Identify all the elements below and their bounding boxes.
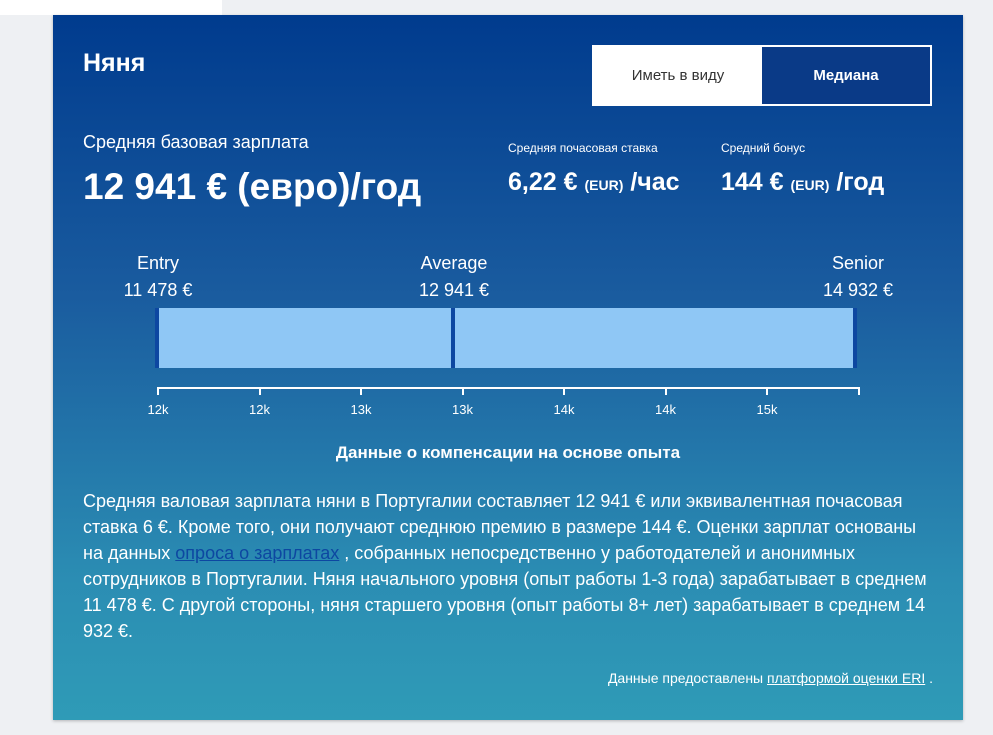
toggle-median-option[interactable]: Медиана	[762, 47, 930, 104]
average-marker	[451, 308, 455, 368]
bonus-amount: 144 €	[721, 168, 784, 196]
salary-survey-link[interactable]: опроса о зарплатах	[175, 543, 340, 563]
salary-range-bar	[155, 308, 857, 368]
senior-label: Senior	[831, 253, 885, 273]
x-axis-tick-label: 13k	[452, 402, 473, 417]
x-axis-tick	[157, 387, 159, 395]
hourly-amount: 6,22 €	[508, 168, 578, 196]
x-axis-tick	[858, 387, 860, 395]
x-axis-tick	[563, 387, 565, 395]
base-salary-label: Средняя базовая зарплата	[83, 132, 309, 152]
entry-label: Entry	[136, 253, 179, 273]
mean-median-toggle: Иметь в виду Медиана	[592, 45, 932, 106]
entry-level: Entry 11 478 €	[88, 250, 228, 304]
bonus-label: Средний бонус	[721, 141, 806, 155]
base-salary-value: 12 941 € (евро)/год	[83, 166, 422, 207]
x-axis-tick-label: 14k	[553, 402, 575, 417]
bonus-suffix: /год	[836, 168, 885, 196]
x-axis-tick-label: 15k	[756, 402, 778, 417]
top-strip	[0, 0, 222, 15]
x-axis-tick	[664, 387, 667, 395]
salary-card: Няня Иметь в виду Медиана Средняя базова…	[53, 15, 963, 720]
x-axis-tick-label: 13k	[350, 402, 372, 417]
x-axis-tick-label: 14k	[655, 402, 676, 417]
description-part1: Средняя валовая зарплата няни в Португал…	[83, 491, 917, 563]
average-value: 12 941 €	[418, 280, 490, 300]
hourly-unit: (EUR)	[584, 177, 624, 193]
entry-value: 11 478 €	[123, 280, 193, 300]
data-credit: Данные предоставлены платформой оценки E…	[608, 670, 933, 686]
average-label: Average	[420, 253, 488, 273]
hourly-rate-label: Средняя почасовая ставка	[508, 141, 658, 155]
x-axis-tick	[258, 387, 261, 395]
x-axis-line	[158, 387, 859, 389]
hourly-rate-value: 6,22 € (EUR) /час	[508, 168, 680, 197]
x-axis-tick	[360, 387, 362, 395]
senior-value: 14 932 €	[822, 280, 894, 300]
credit-suffix: .	[925, 670, 933, 686]
x-axis-tick-label: 12k	[147, 402, 169, 417]
compensation-heading: Данные о компенсации на основе опыта	[335, 443, 681, 462]
x-axis-tick-label: 12k	[249, 402, 270, 417]
hourly-suffix: /час	[630, 168, 680, 196]
x-axis-tick	[766, 387, 768, 395]
eri-platform-link[interactable]: платформой оценки ERI	[767, 670, 926, 686]
senior-level: Senior 14 932 €	[788, 250, 928, 304]
credit-prefix: Данные предоставлены	[607, 670, 768, 686]
toggle-mean-option[interactable]: Иметь в виду	[594, 47, 762, 104]
salary-description: Средняя валовая зарплата няни в Португал…	[83, 488, 933, 644]
bonus-unit: (EUR)	[790, 177, 830, 193]
average-level: Average 12 941 €	[384, 250, 524, 304]
bonus-value: 144 € (EUR) /год	[721, 168, 884, 197]
x-axis-tick	[461, 387, 464, 395]
description-part2: , собранных непосредственно у работодате…	[83, 543, 927, 641]
page-title: Няня	[83, 49, 146, 77]
